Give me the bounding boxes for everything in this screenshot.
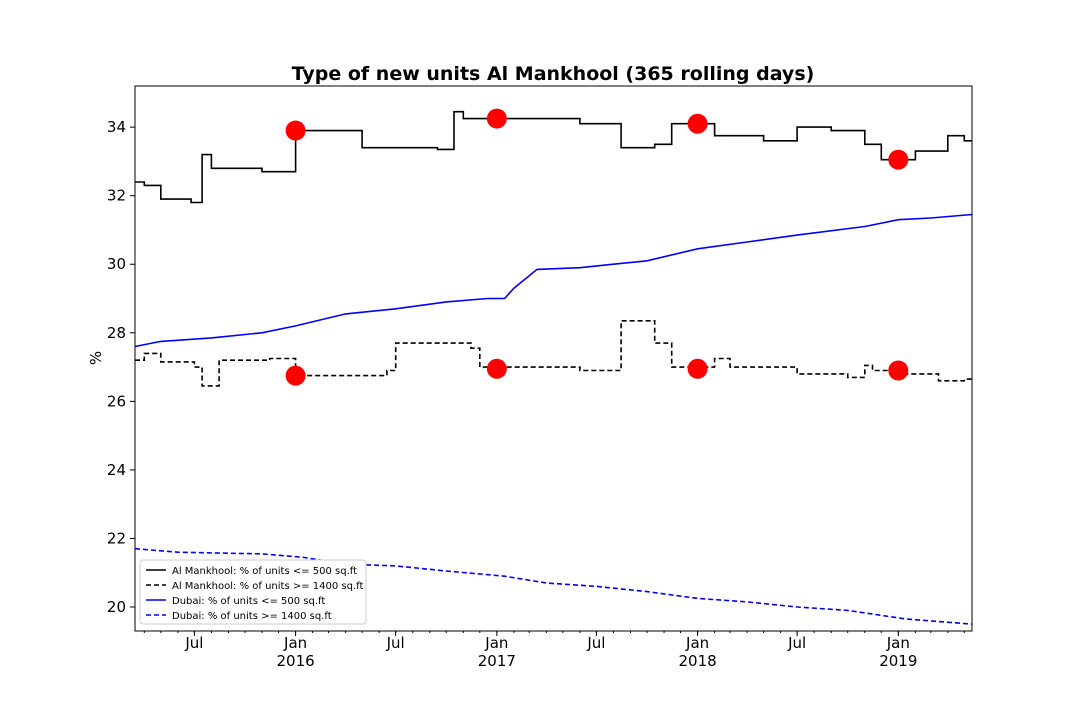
x-tick-year-label: 2018: [678, 652, 716, 670]
series-line-3: [134, 547, 973, 625]
legend-box: [139, 559, 367, 625]
data-marker: [888, 149, 909, 170]
legend-entry-label: Al Mankhool: % of units >= 1400 sq.ft: [172, 581, 363, 592]
x-tick-label: Jan: [886, 634, 910, 652]
data-marker: [285, 120, 306, 141]
data-marker: [687, 358, 708, 379]
data-marker: [285, 365, 306, 386]
x-tick-label: Jan: [484, 634, 508, 652]
data-marker: [687, 113, 708, 134]
y-tick-label: 32: [107, 187, 126, 205]
legend-entry-label: Al Mankhool: % of units <= 500 sq.ft: [172, 566, 357, 577]
y-tick-label: 24: [107, 461, 126, 479]
plot-frame: [134, 85, 973, 632]
marker-layer: [285, 108, 909, 386]
y-axis-label: %: [87, 351, 105, 365]
x-tick-year-label: 2019: [879, 652, 917, 670]
series-layer: [134, 110, 973, 625]
x-tick-year-label: 2017: [478, 652, 516, 670]
data-marker: [486, 108, 507, 129]
y-axis-ticks: 20 22 24 26 28 30 32 34: [107, 118, 135, 616]
data-marker: [888, 360, 909, 381]
x-tick-label: Jul: [184, 634, 203, 652]
series-line-1: [135, 320, 972, 387]
y-tick-label: 34: [107, 118, 126, 136]
x-tick-label: Jan: [685, 634, 709, 652]
x-tick-label: Jul: [787, 634, 806, 652]
y-tick-label: 30: [107, 255, 126, 273]
y-tick-label: 22: [107, 529, 126, 547]
series-line-0: [135, 110, 972, 204]
y-tick-label: 26: [107, 392, 126, 410]
x-tick-label: Jan: [283, 634, 307, 652]
y-tick-label: 28: [107, 324, 126, 342]
legend: Al Mankhool: % of units <= 500 sq.ft Al M…: [139, 559, 367, 625]
legend-entry-label: Dubai: % of units <= 500 sq.ft: [172, 596, 325, 607]
chart-title: Type of new units Al Mankhool (365 rolli…: [292, 63, 815, 85]
y-tick-label: 20: [107, 598, 126, 616]
x-tick-year-label: 2016: [276, 652, 314, 670]
series-line-2: [134, 213, 973, 348]
x-tick-label: Jul: [586, 634, 605, 652]
legend-entry-label: Dubai: % of units >= 1400 sq.ft: [172, 611, 332, 622]
data-marker: [486, 358, 507, 379]
x-tick-label: Jul: [386, 634, 405, 652]
